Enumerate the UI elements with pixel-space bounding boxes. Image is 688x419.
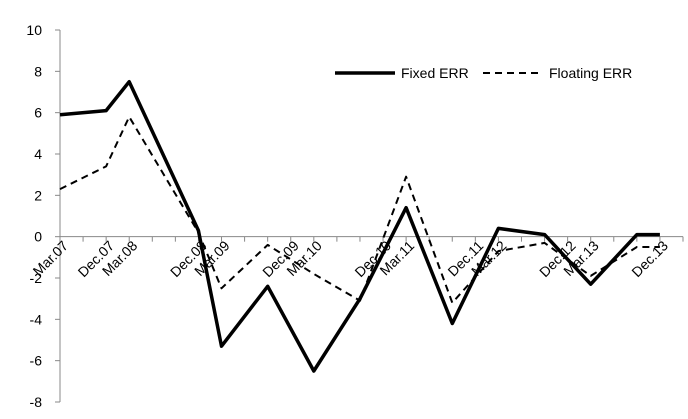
y-tick-label: 10 [26, 22, 42, 38]
legend: Fixed ERR Floating ERR [335, 65, 632, 81]
series-layer [59, 79, 661, 373]
y-tick-label: -2 [30, 270, 43, 286]
y-tick-label: -8 [30, 394, 43, 410]
y-tick-label: 0 [34, 229, 42, 245]
legend-label: Fixed ERR [401, 65, 469, 81]
y-tick-label: -4 [30, 311, 43, 327]
y-tick-label: 2 [34, 187, 42, 203]
y-tick-label: 8 [34, 63, 42, 79]
y-tick-label: 6 [34, 105, 42, 121]
y-tick-label: -6 [30, 353, 43, 369]
y-axis-ticks: 10 8 6 4 2 0 -2 -4 -6 -8 [26, 22, 60, 410]
y-tick-label: 4 [34, 146, 42, 162]
legend-label: Floating ERR [549, 65, 632, 81]
